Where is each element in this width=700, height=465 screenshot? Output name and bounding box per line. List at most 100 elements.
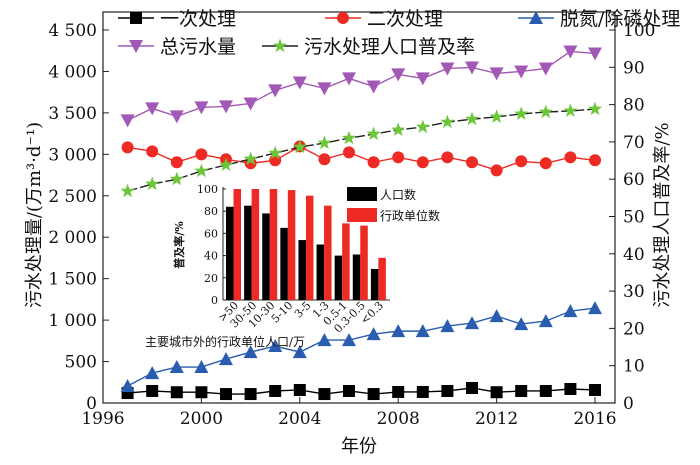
data-point [219,352,233,366]
y2-tick-label: 10 [623,357,645,377]
inset-bar [298,240,306,300]
y-axis-label: 污水处理量/(万m³·d⁻¹) [24,122,45,308]
data-point [366,80,381,94]
data-point [538,104,553,119]
data-point [268,84,283,98]
data-point [391,122,406,136]
legend-marker [337,12,349,24]
data-point [464,111,480,126]
data-point [539,384,552,397]
data-point [195,386,208,399]
inset-bar [244,205,252,300]
data-point [440,319,455,333]
data-point [391,68,406,82]
data-point [415,72,430,86]
y2-tick-label: 50 [623,208,645,228]
data-point [194,360,209,374]
inset-bar [269,189,278,300]
data-point [292,76,307,90]
data-point [269,384,282,397]
series-4 [120,101,603,198]
y-tick-label: 500 [65,353,97,373]
data-point [588,47,602,61]
data-point [169,360,184,374]
y-tick-label: 4 500 [48,21,97,41]
y2-tick-label: 0 [623,394,634,414]
legend-item-0: 一次处理 [118,8,236,30]
inset-bar [316,244,325,300]
y2-tick-label: 80 [623,96,645,116]
data-point [415,119,430,133]
legend-label: 一次处理 [160,8,236,30]
data-point [563,103,578,117]
data-point [563,45,578,59]
y-tick-label: 4 000 [48,62,97,82]
data-point [466,156,478,169]
data-point [120,183,135,198]
data-point [220,388,232,401]
inset-y-tick-label: 40 [204,250,218,263]
data-point [465,61,479,75]
data-point [145,366,160,380]
inset-bar [342,223,350,300]
y-tick-label: 3 000 [48,145,97,165]
inset-bar [352,254,361,300]
data-point [343,146,355,159]
data-point [588,301,602,315]
data-point [416,156,429,169]
data-point [367,156,380,169]
inset-legend-swatch [347,208,377,222]
data-point [243,345,258,359]
data-point [195,148,208,161]
inset-bar [370,268,379,300]
x-axis-label: 年份 [341,436,377,457]
legend-label: 总污水量 [160,36,236,58]
inset-legend-item: 行政单位数 [347,208,440,223]
data-point [465,316,479,330]
legend-marker [529,11,543,24]
data-point [318,388,331,401]
data-point [564,151,577,164]
data-point [342,333,356,347]
data-point [441,384,454,397]
data-point [539,157,552,170]
series-2 [120,301,602,393]
data-point [564,382,577,395]
data-point [341,130,357,145]
data-point [392,385,405,398]
inset-legend-label: 行政单位数 [380,208,440,223]
data-point [120,379,135,393]
legend-label: 污水处理人口普及率 [304,36,475,58]
series-line [127,307,596,387]
inset-bar [233,189,241,300]
x-tick-label: 1996 [81,409,124,429]
data-point [416,385,429,398]
inset-bar [251,189,260,300]
data-point [538,314,553,328]
inset-legend-swatch [347,187,377,201]
data-point [169,171,184,186]
y-tick-label: 1 500 [48,270,97,290]
data-point [318,153,331,166]
data-point [268,145,283,160]
x-tick-label: 2012 [475,409,518,429]
plot-frame [102,11,616,404]
data-point [515,155,528,168]
data-point [194,163,209,178]
data-point [292,139,307,154]
inset-y-tick-label: 80 [204,205,218,218]
inset-bar [305,195,314,300]
legend-label: 二次处理 [367,8,443,30]
data-point [514,65,529,79]
data-point [317,82,332,96]
data-point [146,384,159,397]
legend-label: 脱氮/除磷处理 [560,8,680,30]
data-point [589,154,601,167]
data-point [218,157,234,172]
y-tick-label: 1 000 [48,311,97,331]
y2-tick-label: 40 [623,245,645,265]
data-point [563,304,578,318]
inset-bar [287,190,296,300]
data-point [120,114,135,128]
inset-bar [360,225,368,300]
